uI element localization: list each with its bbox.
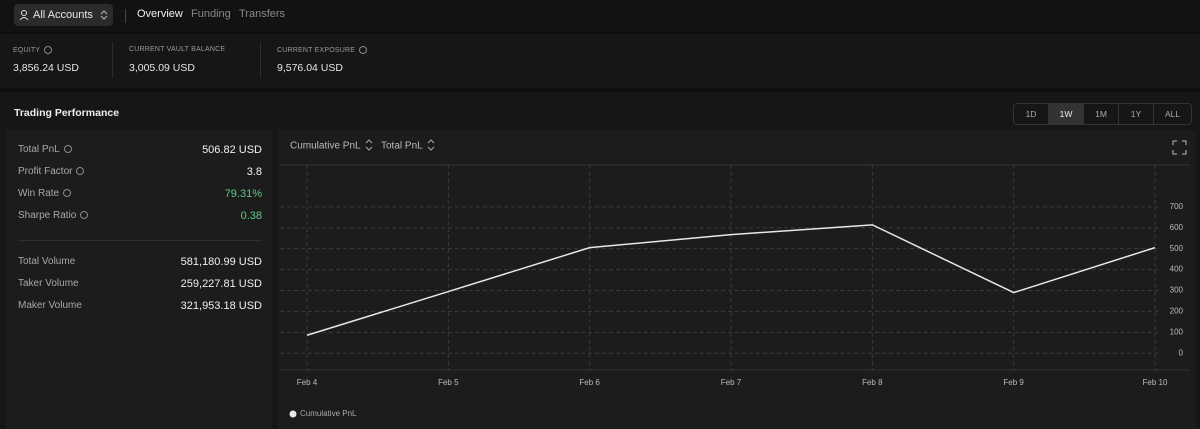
section-title: Trading Performance [14,107,120,119]
x-tick-label: Feb 7 [721,378,742,387]
range-button[interactable]: 1D [1014,104,1049,124]
account-icon [19,10,29,21]
top-bar [0,0,1200,32]
summary-value: 3,005.09 USD [129,62,195,74]
summary-label: EQUITY [13,46,53,54]
tab[interactable]: Transfers [239,8,286,20]
summary-value: 9,576.04 USD [277,62,343,74]
y-tick-label: 700 [1170,202,1184,211]
chart: Cumulative PnL Total PnL 0 100 200 300 400 50… [280,139,1190,418]
range-button[interactable]: 1Y [1119,104,1154,124]
divider [125,9,126,23]
summary-label: CURRENT EXPOSURE [277,46,368,54]
legend-marker [289,410,297,418]
y-tick-label: 400 [1170,265,1184,274]
summary-value: 3,856.24 USD [13,62,79,74]
x-tick-label: Feb 10 [1143,378,1168,387]
tab[interactable]: Funding [191,8,231,20]
divider [260,42,261,78]
chart-selector[interactable]: Cumulative PnL [290,141,361,152]
y-tick-label: 300 [1170,286,1184,295]
x-tick-label: Feb 6 [579,378,600,387]
y-tick-label: 600 [1170,223,1184,232]
chevron [427,139,435,151]
x-tick-label: Feb 9 [1003,378,1024,387]
chevron [365,139,373,151]
range-selector: 1D 1W 1M 1Y ALL [1013,103,1192,125]
divider [112,42,113,78]
range-button[interactable]: 1W [1049,104,1084,124]
metric-row: Profit Factor 3.8 [18,166,262,178]
volume-row: Taker Volume 259,227.81 USD [18,278,262,290]
x-tick-label: Feb 5 [438,378,459,387]
summary-label: CURRENT VAULT BALANCE [129,46,226,53]
volume-row: Maker Volume 321,953.18 USD [18,300,262,312]
chart-panel [278,130,1196,429]
legend-label: Cumulative PnL [300,409,357,418]
metric-row: Win Rate 79.31% [18,188,262,200]
metric-row: Total PnL 506.82 USD [18,144,262,156]
expand-icon[interactable] [1172,140,1187,155]
y-tick-label: 500 [1170,244,1184,253]
account-selector[interactable]: All Accounts [14,4,113,26]
x-tick-label: Feb 4 [297,378,318,387]
tab[interactable]: Overview [137,8,183,20]
summary-panel [0,34,1200,88]
metrics-panel [6,130,272,429]
chevron [100,10,108,20]
y-tick-label: 100 [1170,327,1184,336]
y-tick-label: 200 [1170,307,1184,316]
x-tick-label: Feb 8 [862,378,883,387]
volume-row: Total Volume 581,180.99 USD [18,256,262,268]
metric-row: Sharpe Ratio 0.38 [18,210,262,222]
chart-selector[interactable]: Total PnL [381,141,423,152]
range-button[interactable]: 1M [1084,104,1119,124]
divider [18,240,262,241]
account-label: All Accounts [33,9,93,21]
y-tick-label: 0 [1179,348,1184,357]
range-button[interactable]: ALL [1164,109,1181,119]
line [306,224,1156,336]
